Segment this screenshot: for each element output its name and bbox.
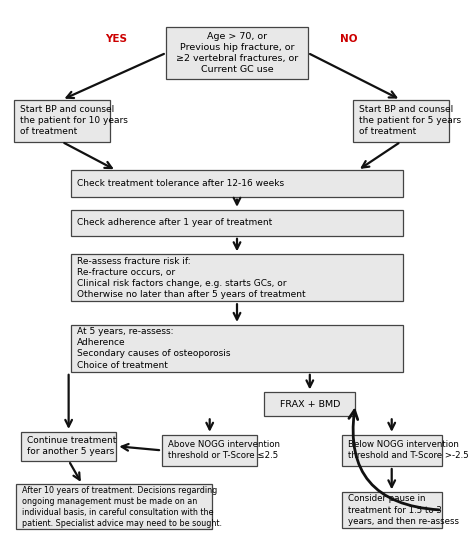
FancyBboxPatch shape: [71, 325, 403, 372]
Text: Check adherence after 1 year of treatment: Check adherence after 1 year of treatmen…: [77, 219, 272, 227]
FancyBboxPatch shape: [162, 435, 257, 466]
Text: NO: NO: [340, 34, 357, 44]
Text: Re-assess fracture risk if:
Re-fracture occurs, or
Clinical risk factors change,: Re-assess fracture risk if: Re-fracture …: [77, 257, 305, 299]
FancyBboxPatch shape: [166, 27, 308, 79]
FancyBboxPatch shape: [16, 485, 212, 529]
Text: After 10 years of treatment. Decisions regarding
ongoing management must be made: After 10 years of treatment. Decisions r…: [22, 486, 222, 528]
Text: Below NOGG intervention
threshold and T-Score >-2.5: Below NOGG intervention threshold and T-…: [347, 440, 468, 461]
FancyBboxPatch shape: [71, 171, 403, 197]
Text: Start BP and counsel
the patient for 5 years
of treatment: Start BP and counsel the patient for 5 y…: [359, 105, 461, 136]
Text: YES: YES: [105, 34, 128, 44]
Text: Above NOGG intervention
threshold or T-Score ≤2.5: Above NOGG intervention threshold or T-S…: [168, 440, 280, 461]
FancyBboxPatch shape: [71, 254, 403, 301]
FancyBboxPatch shape: [264, 392, 356, 416]
Text: Continue treatment
for another 5 years: Continue treatment for another 5 years: [27, 436, 116, 456]
FancyBboxPatch shape: [14, 100, 109, 142]
FancyBboxPatch shape: [353, 100, 448, 142]
FancyBboxPatch shape: [342, 492, 442, 528]
FancyBboxPatch shape: [71, 210, 403, 236]
Text: Age > 70, or
Previous hip fracture, or
≥2 vertebral fractures, or
Current GC use: Age > 70, or Previous hip fracture, or ≥…: [176, 32, 298, 74]
Text: Start BP and counsel
the patient for 10 years
of treatment: Start BP and counsel the patient for 10 …: [20, 105, 128, 136]
Text: FRAX + BMD: FRAX + BMD: [280, 400, 340, 409]
Text: At 5 years, re-assess:
Adherence
Secondary causes of osteoporosis
Choice of trea: At 5 years, re-assess: Adherence Seconda…: [77, 327, 230, 370]
FancyBboxPatch shape: [342, 435, 442, 466]
FancyArrowPatch shape: [349, 410, 439, 510]
Text: Consider pause in
treatment for 1.5 to 3
years, and then re-assess: Consider pause in treatment for 1.5 to 3…: [347, 494, 458, 525]
FancyBboxPatch shape: [21, 432, 117, 461]
Text: Check treatment tolerance after 12-16 weeks: Check treatment tolerance after 12-16 we…: [77, 179, 284, 188]
